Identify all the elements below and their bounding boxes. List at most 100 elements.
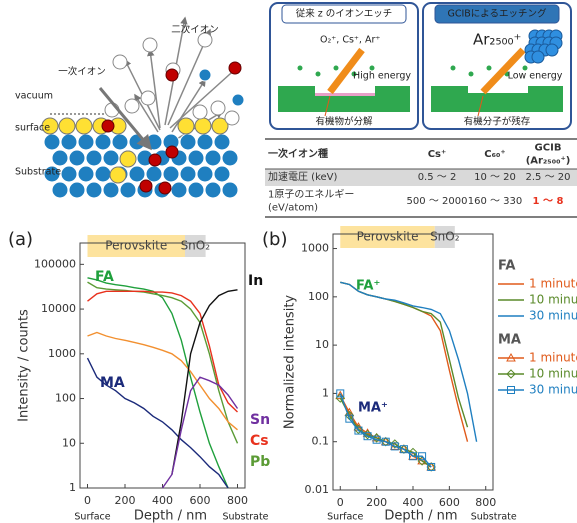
y-tick-label: 100000 [34, 257, 76, 270]
legend-label: 30 minutes [529, 309, 577, 323]
ion [232, 94, 244, 106]
label: surface [15, 123, 50, 134]
annotation: FA⁺ [356, 279, 380, 294]
organic-molecule [193, 105, 207, 119]
substrate-atom [61, 166, 77, 182]
organic-molecule [113, 55, 127, 69]
table-cell: Cs⁺ [428, 149, 447, 160]
molecule [298, 66, 303, 71]
table-cell: 2.5 ～ 20 [526, 172, 571, 183]
substrate-atom [163, 166, 179, 182]
ion [229, 62, 241, 74]
substrate-atom [78, 134, 94, 150]
ion [149, 154, 161, 166]
table-cell: 0.5 ～ 2 [418, 172, 457, 183]
label: 二次イオン [171, 24, 219, 36]
label: Substrate [15, 167, 61, 178]
substrate-atom [129, 166, 145, 182]
ion [166, 146, 178, 158]
y-tick-label: 0.1 [312, 435, 330, 448]
series-label: In [248, 273, 263, 289]
legend-title: MA [498, 333, 521, 348]
organic-molecule [143, 38, 157, 52]
surface-atom [120, 151, 136, 167]
table-cell: 160 ～ 330 [468, 196, 523, 207]
substrate-atom [222, 182, 238, 198]
x-tick-label: 0 [337, 496, 344, 509]
substrate-atom [52, 182, 68, 198]
table-cell: 加速電圧 (keV) [268, 171, 338, 183]
energy-label: High energy [353, 71, 411, 82]
ion [159, 182, 171, 194]
y-tick-label: 100 [308, 290, 329, 303]
substrate-atom [52, 150, 68, 166]
pit-floor [315, 93, 375, 96]
box-title: GCIBによるエッチング [447, 8, 547, 20]
substrate-atom [86, 150, 102, 166]
substrate-atom [214, 134, 230, 150]
legend-label: 1 minute [529, 277, 577, 291]
series-line [88, 282, 238, 443]
cluster-atom [532, 51, 544, 63]
substrate-atom [222, 150, 238, 166]
figure: 二次イオン一次イオンvacuumsurfaceSubstrate従来 z のイオ… [0, 0, 577, 523]
surface-atom [59, 118, 75, 134]
substrate-atom [95, 166, 111, 182]
table-cell: 1原子のエネルギー [268, 189, 354, 201]
series-label: MA [100, 375, 125, 391]
substrate-atom [188, 150, 204, 166]
series-label: Pb [250, 454, 270, 470]
ion [140, 180, 152, 192]
surface-atom [76, 118, 92, 134]
molecule [487, 66, 492, 71]
y-tick-label: 100 [55, 392, 76, 405]
organic-molecule [211, 101, 225, 115]
energy-label: Low energy [508, 71, 563, 82]
legend-label: 30 minutes [529, 383, 577, 397]
annotation: MA⁺ [358, 401, 388, 416]
substrate-atom [205, 150, 221, 166]
molecule [334, 66, 339, 71]
series-label: Cs [250, 433, 269, 449]
series-label: Sn [250, 412, 270, 428]
legend-label: 10 minutes [529, 293, 577, 307]
table-cell: C₆₀⁺ [484, 149, 505, 160]
substrate-atom [103, 150, 119, 166]
cluster-atom [546, 44, 558, 56]
x-tick-label: 0 [84, 494, 91, 507]
series-line [88, 291, 238, 412]
legend-label: 10 minutes [529, 367, 577, 381]
surface-atom [178, 118, 194, 134]
y-tick-label: 10 [315, 338, 329, 351]
edge-label: Surface [327, 512, 363, 523]
ion [102, 120, 114, 132]
edge-label: Substrate [222, 512, 268, 523]
substrate-atom [205, 182, 221, 198]
result-label: 有機物が分解 [315, 116, 373, 128]
ion [199, 69, 211, 81]
substrate-atom [197, 166, 213, 182]
substrate-atom [146, 166, 162, 182]
series-line [340, 282, 467, 441]
y-axis-label: Intensity / counts [17, 309, 32, 422]
x-tick-label: 200 [366, 496, 387, 509]
panel-label: (b) [262, 229, 287, 250]
surface-atom [110, 167, 126, 183]
substrate-atom [61, 134, 77, 150]
x-tick-label: 200 [115, 494, 136, 507]
label: 一次イオン [58, 66, 106, 78]
substrate-atom [197, 134, 213, 150]
substrate-atom [69, 150, 85, 166]
series-line [172, 290, 238, 475]
y-tick-label: 0.01 [305, 483, 330, 496]
substrate-atom [180, 166, 196, 182]
y-tick-label: 1 [69, 481, 76, 494]
legend-label: 1 minute [529, 351, 577, 365]
substrate-atom [188, 182, 204, 198]
x-tick-label: 400 [152, 494, 173, 507]
ion-label: O₂⁺, Cs⁺, Ar⁺ [320, 35, 380, 46]
x-axis-label: Depth / nm [134, 509, 207, 523]
substrate-atom [103, 182, 119, 198]
table-cell: 1 ～ 8 [533, 196, 564, 207]
substrate-atom [112, 134, 128, 150]
